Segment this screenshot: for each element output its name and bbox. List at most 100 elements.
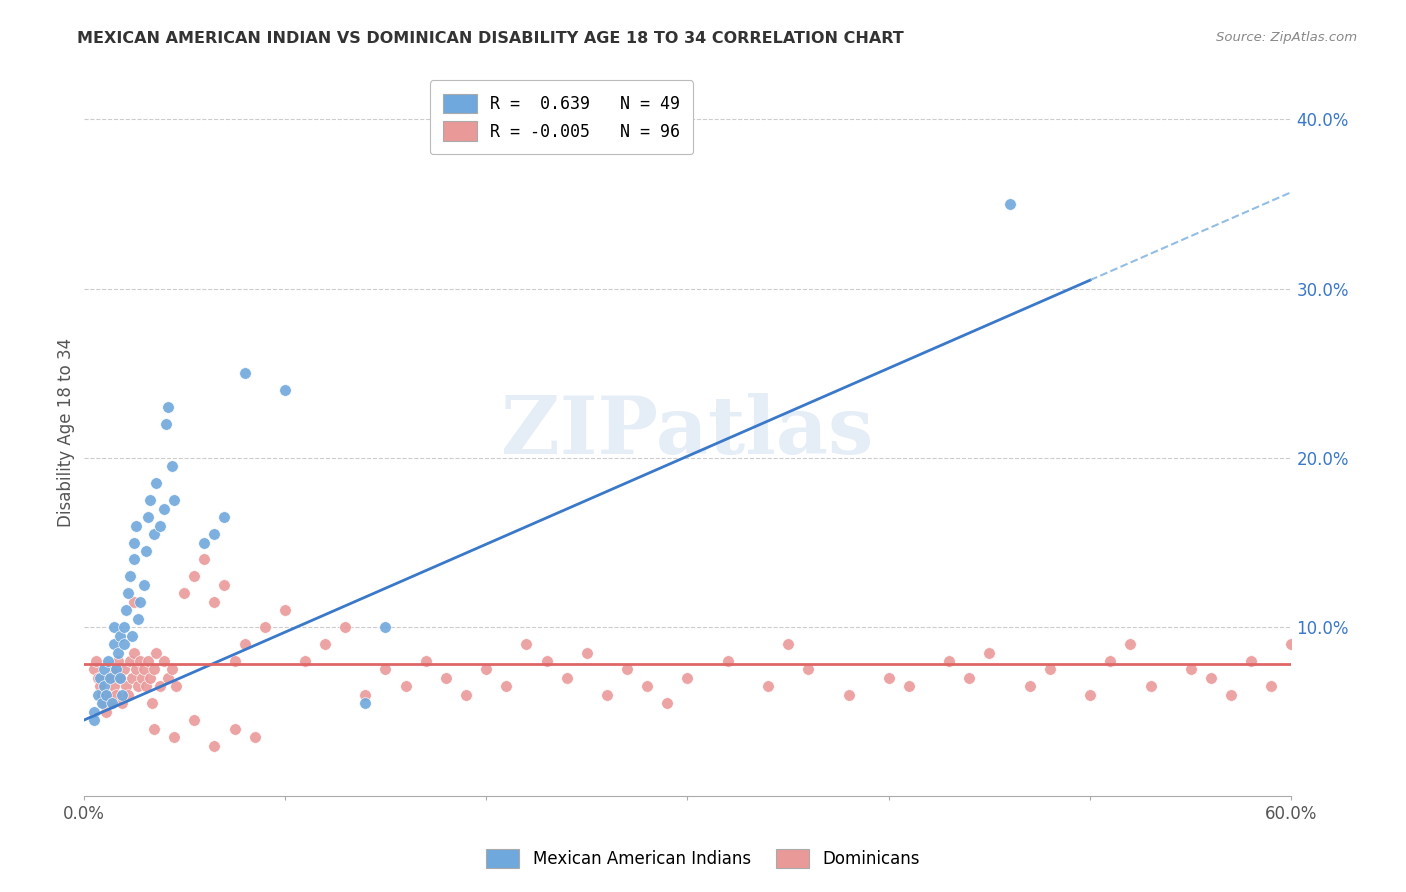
Point bbox=[94, 688, 117, 702]
Point bbox=[274, 383, 297, 397]
Point bbox=[314, 637, 336, 651]
Point bbox=[160, 663, 183, 677]
Point bbox=[97, 654, 120, 668]
Point bbox=[104, 688, 127, 702]
Point bbox=[575, 646, 598, 660]
Point bbox=[335, 620, 357, 634]
Point bbox=[128, 654, 150, 668]
Point bbox=[354, 688, 377, 702]
Point bbox=[128, 595, 150, 609]
Point bbox=[233, 637, 256, 651]
Point bbox=[1199, 671, 1222, 685]
Point bbox=[145, 476, 167, 491]
Point bbox=[83, 713, 105, 727]
Point bbox=[121, 629, 143, 643]
Point bbox=[1281, 637, 1303, 651]
Point bbox=[103, 637, 125, 651]
Point bbox=[143, 663, 166, 677]
Point bbox=[193, 552, 215, 566]
Point bbox=[374, 663, 396, 677]
Point bbox=[274, 603, 297, 617]
Point bbox=[131, 671, 153, 685]
Point bbox=[94, 705, 117, 719]
Point bbox=[979, 646, 1001, 660]
Point bbox=[1039, 663, 1062, 677]
Point bbox=[173, 586, 195, 600]
Point bbox=[107, 646, 129, 660]
Point bbox=[1260, 680, 1282, 694]
Point bbox=[145, 646, 167, 660]
Text: Source: ZipAtlas.com: Source: ZipAtlas.com bbox=[1216, 31, 1357, 45]
Point bbox=[108, 671, 131, 685]
Point bbox=[104, 663, 127, 677]
Point bbox=[90, 688, 112, 702]
Point bbox=[103, 663, 125, 677]
Point bbox=[957, 671, 980, 685]
Point bbox=[157, 671, 180, 685]
Point bbox=[495, 680, 517, 694]
Point bbox=[89, 671, 111, 685]
Point bbox=[83, 705, 105, 719]
Point bbox=[111, 697, 134, 711]
Point bbox=[143, 527, 166, 541]
Point bbox=[149, 680, 172, 694]
Point bbox=[103, 680, 125, 694]
Point bbox=[160, 459, 183, 474]
Point bbox=[86, 688, 108, 702]
Point bbox=[214, 578, 236, 592]
Point bbox=[717, 654, 740, 668]
Point bbox=[163, 730, 186, 744]
Point bbox=[938, 654, 960, 668]
Point bbox=[636, 680, 658, 694]
Point bbox=[86, 671, 108, 685]
Point bbox=[163, 493, 186, 508]
Point bbox=[193, 535, 215, 549]
Point bbox=[132, 663, 155, 677]
Point bbox=[1119, 637, 1142, 651]
Point bbox=[515, 637, 537, 651]
Point bbox=[100, 697, 122, 711]
Point bbox=[118, 654, 141, 668]
Point bbox=[676, 671, 699, 685]
Legend: R =  0.639   N = 49, R = -0.005   N = 96: R = 0.639 N = 49, R = -0.005 N = 96 bbox=[430, 80, 693, 154]
Point bbox=[838, 688, 860, 702]
Legend: Mexican American Indians, Dominicans: Mexican American Indians, Dominicans bbox=[478, 840, 928, 877]
Point bbox=[118, 569, 141, 583]
Point bbox=[202, 527, 225, 541]
Point bbox=[141, 697, 163, 711]
Point bbox=[108, 629, 131, 643]
Point bbox=[125, 518, 148, 533]
Point bbox=[139, 671, 162, 685]
Point bbox=[616, 663, 638, 677]
Point bbox=[112, 620, 135, 634]
Point bbox=[214, 510, 236, 524]
Point bbox=[98, 671, 121, 685]
Point bbox=[93, 680, 115, 694]
Point bbox=[1099, 654, 1122, 668]
Point bbox=[90, 697, 112, 711]
Point bbox=[84, 654, 107, 668]
Point bbox=[97, 688, 120, 702]
Point bbox=[596, 688, 619, 702]
Point bbox=[155, 417, 177, 431]
Point bbox=[756, 680, 779, 694]
Point bbox=[233, 366, 256, 380]
Point bbox=[165, 680, 187, 694]
Point bbox=[108, 671, 131, 685]
Point bbox=[998, 197, 1021, 211]
Point bbox=[475, 663, 498, 677]
Text: MEXICAN AMERICAN INDIAN VS DOMINICAN DISABILITY AGE 18 TO 34 CORRELATION CHART: MEXICAN AMERICAN INDIAN VS DOMINICAN DIS… bbox=[77, 31, 904, 46]
Point bbox=[127, 680, 149, 694]
Point bbox=[657, 697, 679, 711]
Point bbox=[122, 535, 145, 549]
Point bbox=[139, 493, 162, 508]
Point bbox=[153, 501, 176, 516]
Point bbox=[224, 654, 246, 668]
Point bbox=[897, 680, 920, 694]
Point bbox=[93, 663, 115, 677]
Point bbox=[107, 654, 129, 668]
Point bbox=[117, 688, 139, 702]
Point bbox=[183, 713, 205, 727]
Point bbox=[202, 739, 225, 753]
Point bbox=[143, 722, 166, 736]
